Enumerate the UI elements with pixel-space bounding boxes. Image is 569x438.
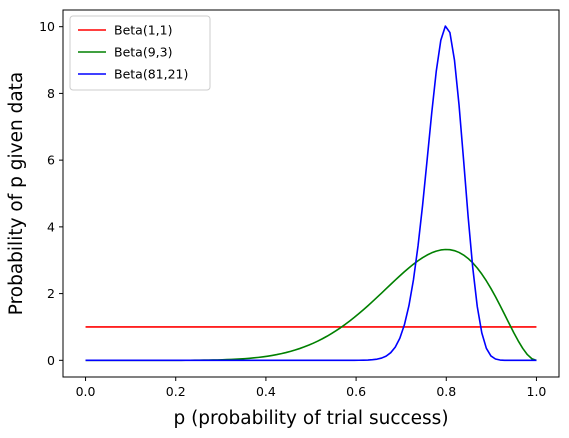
- x-axis-label: p (probability of trial success): [173, 408, 448, 429]
- x-tick-label: 0.4: [256, 384, 276, 399]
- legend-entry-label: Beta(9,3): [114, 45, 172, 60]
- y-tick-label: 4: [47, 219, 55, 234]
- x-axis-ticks: 0.0 0.2 0.4 0.6 0.8 1.0: [76, 377, 547, 399]
- series-layer: [85, 25, 537, 362]
- x-tick-label: 0.6: [346, 384, 366, 399]
- legend: Beta(1,1) Beta(9,3) Beta(81,21): [69, 15, 211, 91]
- y-tick-label: 0: [47, 353, 55, 368]
- x-tick-label: 0.0: [76, 384, 96, 399]
- y-axis-ticks: 0 2 4 6 8 10: [39, 19, 63, 368]
- y-tick-label: 2: [47, 286, 55, 301]
- legend-box: [69, 15, 211, 91]
- x-tick-label: 0.2: [166, 384, 186, 399]
- y-axis-label: Probability of p given data: [6, 72, 27, 316]
- legend-entry-label: Beta(81,21): [114, 67, 188, 82]
- x-tick-label: 0.8: [436, 384, 456, 399]
- legend-entry-label: Beta(1,1): [114, 23, 172, 38]
- plot-frame: [62, 9, 560, 378]
- series-line-3: [85, 25, 537, 362]
- x-tick-label: 1.0: [527, 384, 547, 399]
- y-tick-label: 8: [47, 86, 55, 101]
- y-tick-label: 10: [39, 19, 55, 34]
- y-tick-label: 6: [47, 153, 55, 168]
